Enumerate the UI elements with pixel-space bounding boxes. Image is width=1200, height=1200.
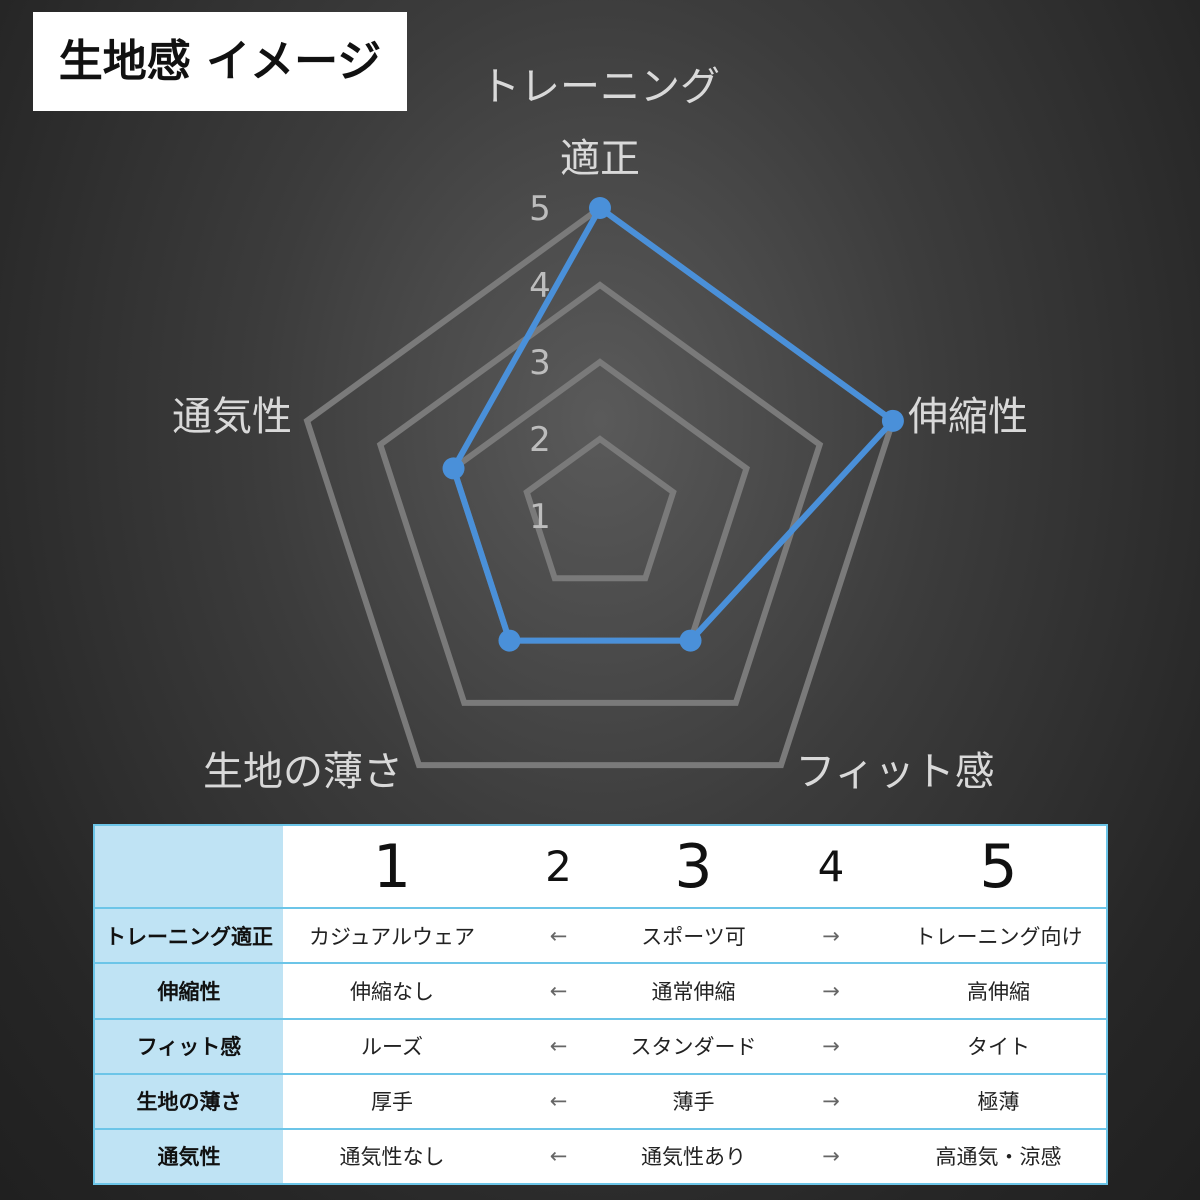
description-cell: 高伸縮: [891, 962, 1107, 1019]
arrow-cell: →: [771, 1127, 891, 1184]
title-badge: 生地感 イメージ: [33, 12, 407, 111]
row-label: 通気性: [94, 1127, 283, 1184]
data-point: [498, 629, 521, 652]
arrow-cell: →: [771, 1072, 891, 1129]
description-cell: タイト: [891, 1017, 1107, 1074]
tick-label: 2: [529, 420, 551, 460]
header-level: 4: [817, 842, 845, 892]
tick-label: 1: [529, 497, 551, 537]
table-row: 通気性 通気性なし ← 通気性あり → 高通気・涼感: [94, 1127, 1107, 1184]
data-point: [679, 629, 702, 652]
arrow-cell: ←: [501, 907, 616, 964]
arrow-cell: ←: [501, 1017, 616, 1074]
description-cell: 通常伸縮: [616, 962, 771, 1019]
axis-label: トレーニング: [480, 64, 720, 110]
row-label: トレーニング適正: [94, 907, 283, 964]
axis-label: フィット感: [795, 749, 994, 795]
legend-table: 1 2 3 4 5 トレーニング適正 カジュアルウェア ← スポーツ可 → トレーニング向け 伸縮性伸…: [93, 824, 1108, 1185]
series-line: [450, 205, 896, 644]
table-row: トレーニング適正 カジュアルウェア ← スポーツ可 → トレーニング向け: [94, 907, 1107, 964]
header-level: 3: [674, 831, 713, 902]
row-label: フィット感: [94, 1017, 283, 1074]
data-point: [442, 457, 465, 480]
row-label: 伸縮性: [94, 962, 283, 1019]
tick-label: 4: [529, 266, 551, 306]
header-corner: [94, 825, 283, 909]
data-point: [881, 409, 904, 432]
arrow-cell: →: [771, 1017, 891, 1074]
arrow-cell: ←: [501, 1127, 616, 1184]
description-cell: 厚手: [283, 1072, 501, 1129]
table-row: フィット感 ルーズ ← スタンダード → タイト: [94, 1017, 1107, 1074]
table-row: 生地の薄さ 厚手 ← 薄手 → 極薄: [94, 1072, 1107, 1129]
arrow-cell: →: [771, 907, 891, 964]
row-label: 生地の薄さ: [94, 1072, 283, 1129]
table-row: 伸縮性 伸縮なし ← 通常伸縮 → 高伸縮: [94, 962, 1107, 1019]
description-cell: 薄手: [616, 1072, 771, 1129]
description-cell: 通気性あり: [616, 1127, 771, 1184]
table-header-row: 1 2 3 4 5: [94, 825, 1107, 909]
data-point: [589, 197, 611, 219]
axis-label: 通気性: [172, 394, 292, 440]
arrow-cell: ←: [501, 1072, 616, 1129]
description-cell: 極薄: [891, 1072, 1107, 1129]
description-cell: ルーズ: [283, 1017, 501, 1074]
tick-label: 5: [529, 189, 551, 229]
description-cell: スタンダード: [616, 1017, 771, 1074]
description-cell: 通気性なし: [283, 1127, 501, 1184]
axis-label: 生地の薄さ: [203, 749, 403, 795]
axis-label: 伸縮性: [908, 394, 1028, 440]
description-cell: スポーツ可: [616, 907, 771, 964]
grid-ring-2: [523, 435, 677, 582]
tick-label: 3: [529, 343, 551, 383]
header-level: 1: [372, 831, 412, 902]
description-cell: トレーニング向け: [891, 907, 1107, 964]
arrow-cell: →: [771, 962, 891, 1019]
description-cell: カジュアルウェア: [283, 907, 501, 964]
axis-label: 適正: [560, 136, 640, 182]
arrow-cell: ←: [501, 962, 616, 1019]
header-level: 5: [979, 831, 1018, 902]
header-level: 2: [545, 842, 572, 892]
description-cell: 伸縮なし: [283, 962, 501, 1019]
description-cell: 高通気・涼感: [891, 1127, 1107, 1184]
grid-ring-4: [376, 281, 824, 706]
